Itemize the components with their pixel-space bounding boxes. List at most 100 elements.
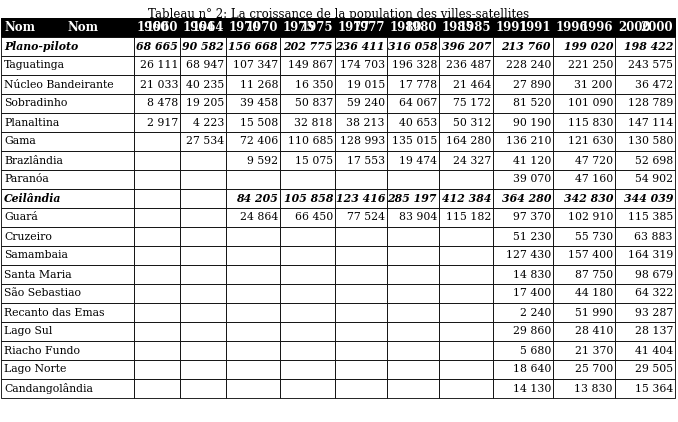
Bar — [553, 132, 615, 151]
Bar — [180, 379, 226, 398]
Text: 1991: 1991 — [496, 21, 528, 34]
Bar — [134, 227, 180, 246]
Bar — [134, 151, 180, 170]
Text: 2000: 2000 — [618, 21, 651, 34]
Text: 1980: 1980 — [405, 21, 437, 34]
Bar — [553, 227, 615, 246]
Text: 87 750: 87 750 — [575, 270, 613, 279]
Bar — [226, 265, 280, 284]
Text: 32 818: 32 818 — [294, 117, 333, 127]
Bar — [134, 379, 180, 398]
Bar — [180, 322, 226, 341]
Bar — [553, 170, 615, 189]
Text: 29 860: 29 860 — [513, 327, 551, 336]
Bar — [180, 151, 226, 170]
Text: 54 902: 54 902 — [635, 175, 673, 184]
Text: 105 858: 105 858 — [283, 193, 333, 204]
Bar — [335, 341, 387, 360]
Text: 26 111: 26 111 — [140, 60, 178, 70]
Bar — [335, 37, 387, 56]
Bar — [615, 132, 675, 151]
Text: 1980: 1980 — [390, 21, 422, 34]
Bar — [615, 189, 675, 208]
Text: 2 240: 2 240 — [519, 308, 551, 317]
Text: 135 015: 135 015 — [392, 136, 437, 146]
Bar — [387, 284, 439, 303]
Text: 364 280: 364 280 — [502, 193, 551, 204]
Bar — [280, 265, 335, 284]
Text: 41 120: 41 120 — [513, 155, 551, 165]
Bar — [439, 18, 493, 37]
Bar — [553, 265, 615, 284]
Text: 77 524: 77 524 — [347, 213, 385, 222]
Text: Paranóa: Paranóa — [4, 175, 49, 184]
Bar — [1, 265, 134, 284]
Bar — [180, 56, 226, 75]
Bar — [615, 208, 675, 227]
Bar — [180, 303, 226, 322]
Bar — [226, 303, 280, 322]
Bar — [553, 379, 615, 398]
Bar — [280, 303, 335, 322]
Text: 149 867: 149 867 — [288, 60, 333, 70]
Bar — [134, 284, 180, 303]
Bar — [439, 189, 493, 208]
Bar — [1, 227, 134, 246]
Bar — [387, 341, 439, 360]
Text: 21 033: 21 033 — [140, 79, 178, 89]
Bar — [134, 189, 180, 208]
Text: 29 505: 29 505 — [635, 365, 673, 374]
Bar — [439, 322, 493, 341]
Bar — [1, 18, 134, 37]
Text: 316 058: 316 058 — [388, 41, 437, 52]
Text: 83 904: 83 904 — [399, 213, 437, 222]
Text: 199 020: 199 020 — [563, 41, 613, 52]
Bar — [335, 246, 387, 265]
Bar — [335, 303, 387, 322]
Bar — [1, 284, 134, 303]
Bar — [615, 18, 675, 37]
Bar — [280, 189, 335, 208]
Text: 55 730: 55 730 — [575, 232, 613, 241]
Bar — [493, 189, 553, 208]
Bar — [493, 246, 553, 265]
Bar — [1, 132, 134, 151]
Text: Núcleo Bandeirante: Núcleo Bandeirante — [4, 79, 114, 89]
Text: Samambaia: Samambaia — [4, 251, 68, 260]
Bar — [387, 18, 439, 37]
Bar — [134, 265, 180, 284]
Bar — [387, 75, 439, 94]
Text: 50 837: 50 837 — [295, 98, 333, 108]
Bar — [335, 18, 387, 37]
Text: 2 917: 2 917 — [146, 117, 178, 127]
Text: 13 830: 13 830 — [574, 384, 613, 393]
Bar — [615, 322, 675, 341]
Text: 127 430: 127 430 — [506, 251, 551, 260]
Text: 115 385: 115 385 — [628, 213, 673, 222]
Bar — [493, 265, 553, 284]
Bar — [280, 56, 335, 75]
Text: 2000: 2000 — [641, 21, 673, 34]
Text: 1977: 1977 — [338, 21, 370, 34]
Text: 21 370: 21 370 — [575, 346, 613, 355]
Text: 17 553: 17 553 — [347, 155, 385, 165]
Bar — [615, 94, 675, 113]
Bar — [493, 170, 553, 189]
Bar — [615, 151, 675, 170]
Text: 52 698: 52 698 — [635, 155, 673, 165]
Bar — [439, 56, 493, 75]
Bar — [1, 208, 134, 227]
Bar — [280, 341, 335, 360]
Bar — [1, 360, 134, 379]
Bar — [335, 151, 387, 170]
Text: 16 350: 16 350 — [295, 79, 333, 89]
Bar — [387, 379, 439, 398]
Text: 147 114: 147 114 — [628, 117, 673, 127]
Text: 17 778: 17 778 — [399, 79, 437, 89]
Bar — [226, 360, 280, 379]
Bar — [280, 227, 335, 246]
Text: 236 411: 236 411 — [336, 41, 385, 52]
Bar — [615, 265, 675, 284]
Bar — [180, 18, 226, 37]
Bar — [439, 284, 493, 303]
